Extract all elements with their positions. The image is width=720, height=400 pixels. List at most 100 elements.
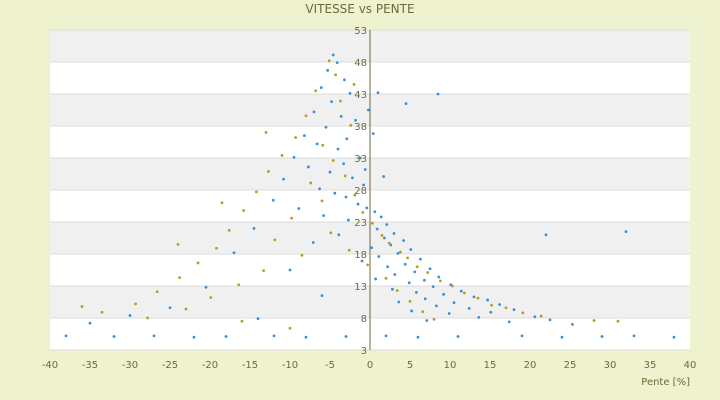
- data-point: [327, 59, 331, 63]
- data-point: [342, 162, 345, 166]
- data-point: [616, 319, 620, 323]
- data-point: [155, 290, 159, 294]
- data-point: [356, 202, 360, 206]
- data-point: [321, 143, 325, 147]
- data-point: [360, 259, 364, 263]
- data-point: [334, 73, 337, 77]
- data-point: [544, 233, 548, 237]
- data-point: [264, 131, 268, 134]
- data-point: [345, 137, 349, 141]
- data-point: [80, 305, 84, 308]
- data-point: [273, 238, 277, 242]
- data-point: [359, 156, 362, 160]
- data-point: [352, 83, 356, 86]
- data-point: [348, 91, 352, 95]
- data-point: [393, 273, 397, 276]
- y-tick-label: 38: [354, 122, 367, 133]
- data-point: [290, 216, 293, 220]
- data-point: [512, 308, 516, 312]
- data-point: [152, 334, 156, 338]
- y-tick-label: 53: [354, 26, 367, 37]
- data-point: [391, 287, 394, 291]
- data-point: [624, 230, 628, 234]
- data-point: [384, 334, 388, 338]
- data-point: [477, 315, 481, 319]
- data-point: [632, 334, 636, 338]
- data-point: [431, 285, 435, 289]
- x-tick-label: 35: [644, 360, 657, 371]
- data-point: [387, 241, 391, 245]
- data-point: [463, 291, 466, 295]
- data-point: [307, 165, 310, 169]
- data-point: [384, 276, 388, 280]
- data-point: [428, 267, 432, 271]
- data-point: [176, 243, 180, 246]
- y-tick-label: 33: [354, 154, 367, 165]
- data-point: [548, 318, 552, 322]
- data-point: [320, 199, 324, 203]
- data-point: [128, 314, 132, 317]
- data-point: [571, 323, 574, 326]
- data-point: [354, 118, 357, 122]
- data-point: [410, 309, 413, 313]
- data-point: [472, 295, 476, 299]
- data-point: [351, 176, 354, 180]
- x-tick-label: 0: [367, 360, 373, 371]
- data-point: [416, 335, 420, 339]
- data-point: [288, 268, 292, 272]
- data-point: [240, 319, 244, 323]
- data-point: [64, 334, 68, 338]
- data-point: [303, 134, 306, 138]
- data-point: [319, 86, 323, 89]
- data-point: [396, 251, 400, 255]
- data-point: [100, 310, 104, 314]
- data-point: [402, 239, 405, 242]
- data-point: [343, 174, 347, 178]
- data-point: [232, 251, 236, 255]
- data-point: [312, 110, 316, 114]
- data-point: [366, 263, 369, 267]
- data-point: [600, 335, 604, 338]
- data-point: [242, 209, 246, 212]
- data-point: [421, 310, 425, 313]
- data-point: [349, 123, 353, 127]
- data-point: [507, 320, 511, 324]
- data-point: [423, 297, 427, 301]
- data-point: [304, 335, 308, 339]
- data-point: [271, 198, 275, 202]
- data-point: [224, 335, 228, 338]
- data-point: [403, 262, 407, 266]
- data-point: [320, 294, 324, 297]
- data-point: [344, 195, 348, 199]
- data-point: [362, 183, 365, 187]
- data-point: [409, 248, 413, 251]
- data-point: [459, 289, 463, 293]
- data-point: [413, 270, 417, 274]
- data-point: [363, 168, 367, 171]
- data-point: [452, 301, 456, 305]
- data-point: [451, 284, 454, 288]
- data-point: [318, 187, 321, 191]
- y-tick-label: 8: [361, 314, 367, 325]
- data-point: [168, 306, 172, 310]
- y-tick-label: 3: [361, 346, 367, 357]
- data-point: [343, 78, 346, 82]
- data-point: [407, 281, 411, 285]
- data-point: [336, 147, 340, 151]
- data-point: [192, 335, 196, 339]
- data-point: [330, 100, 333, 104]
- data-point: [486, 298, 489, 302]
- data-point: [382, 175, 385, 178]
- data-point: [370, 246, 373, 250]
- data-point: [220, 201, 224, 205]
- data-point: [256, 317, 260, 321]
- data-point: [377, 255, 381, 258]
- x-tick-label: -30: [122, 360, 138, 371]
- data-point: [272, 334, 276, 338]
- data-point: [456, 335, 460, 338]
- data-point: [539, 314, 543, 318]
- data-point: [184, 307, 188, 311]
- data-point: [385, 223, 389, 226]
- data-point: [337, 233, 341, 237]
- data-point: [435, 304, 438, 308]
